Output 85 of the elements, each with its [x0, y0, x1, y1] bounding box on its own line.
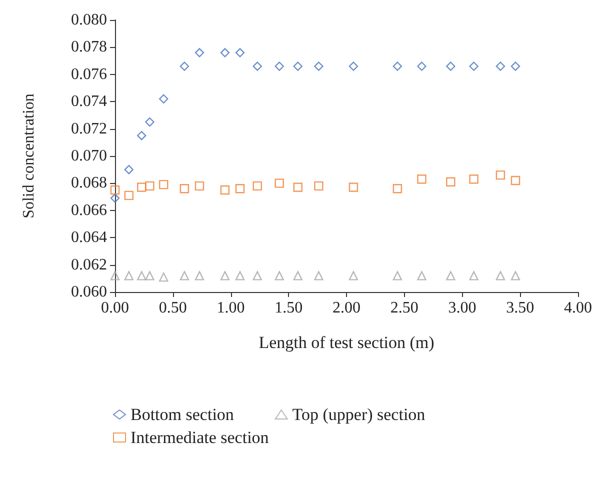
x-tick-label: 4.00: [564, 300, 592, 316]
point: [220, 271, 230, 280]
x-tick-label: 1.00: [216, 300, 245, 316]
x-axis-title: Length of test section (m): [258, 333, 434, 352]
point: [446, 62, 456, 71]
point: [235, 271, 245, 280]
point: [392, 62, 402, 71]
point: [392, 271, 402, 280]
x-tick-label: 2.50: [390, 300, 418, 316]
y-tick-label: 0.066: [71, 202, 107, 219]
point: [145, 181, 154, 191]
point: [314, 181, 324, 191]
legend-label: Top (upper) section: [292, 405, 426, 424]
point: [314, 62, 324, 71]
point: [417, 174, 426, 184]
point: [510, 176, 520, 186]
point: [348, 271, 358, 280]
point: [145, 117, 154, 127]
x-tick-label: 1.50: [274, 300, 303, 316]
y-tick-label: 0.064: [71, 229, 107, 246]
y-tick-label: 0.068: [71, 174, 107, 192]
point: [469, 62, 478, 71]
point: [469, 174, 478, 184]
legend-label: Intermediate section: [130, 428, 270, 447]
point: [180, 184, 190, 194]
point: [124, 271, 134, 280]
point: [110, 185, 120, 195]
point: [194, 181, 204, 191]
point: [180, 271, 190, 280]
point: [314, 271, 324, 280]
y-axis-title: Solid concentration: [20, 94, 38, 218]
point: [274, 271, 284, 280]
y-tick-label: 0.076: [71, 66, 107, 83]
point: [137, 182, 146, 192]
point: [252, 181, 262, 191]
y-tick-label: 0.080: [71, 12, 107, 28]
y-tick-label: 0.072: [71, 120, 107, 138]
point: [252, 271, 262, 280]
y-tick-label: 0.060: [71, 284, 107, 300]
y-tick-label: 0.062: [71, 256, 107, 274]
point: [220, 48, 230, 58]
point: [446, 177, 456, 186]
point: [274, 178, 284, 188]
point: [110, 194, 120, 203]
point: [194, 271, 204, 280]
point: [496, 170, 506, 180]
point: [137, 271, 146, 280]
point: [348, 62, 358, 71]
point: [417, 271, 426, 280]
point: [293, 62, 302, 71]
x-tick-label: 0.50: [158, 300, 187, 316]
point: [159, 180, 168, 190]
point: [220, 185, 230, 195]
point: [252, 62, 262, 71]
x-tick-label: 3.00: [448, 300, 476, 316]
point: [274, 62, 284, 71]
point: [124, 165, 134, 174]
point: [392, 184, 402, 194]
point: [235, 48, 245, 58]
point: [110, 271, 120, 280]
point: [496, 271, 506, 280]
point: [145, 271, 154, 280]
y-tick-label: 0.078: [71, 38, 107, 56]
point: [348, 182, 358, 192]
point: [235, 184, 245, 194]
point: [194, 48, 204, 58]
point: [293, 182, 302, 192]
point: [510, 271, 520, 280]
point: [124, 190, 134, 200]
point: [180, 62, 190, 71]
point: [496, 62, 506, 71]
point: [159, 272, 168, 282]
y-tick-label: 0.070: [71, 148, 107, 164]
x-tick-label: 3.50: [506, 300, 534, 316]
point: [137, 131, 146, 140]
x-tick-label: 2.00: [332, 300, 360, 316]
point: [417, 62, 426, 71]
point: [159, 94, 168, 104]
point: [510, 62, 520, 71]
point: [446, 271, 456, 280]
point: [293, 271, 302, 280]
point: [469, 271, 478, 280]
x-tick-label: 0.00: [101, 300, 129, 316]
legend-label: Bottom section: [130, 405, 234, 424]
y-tick-label: 0.074: [71, 93, 107, 110]
